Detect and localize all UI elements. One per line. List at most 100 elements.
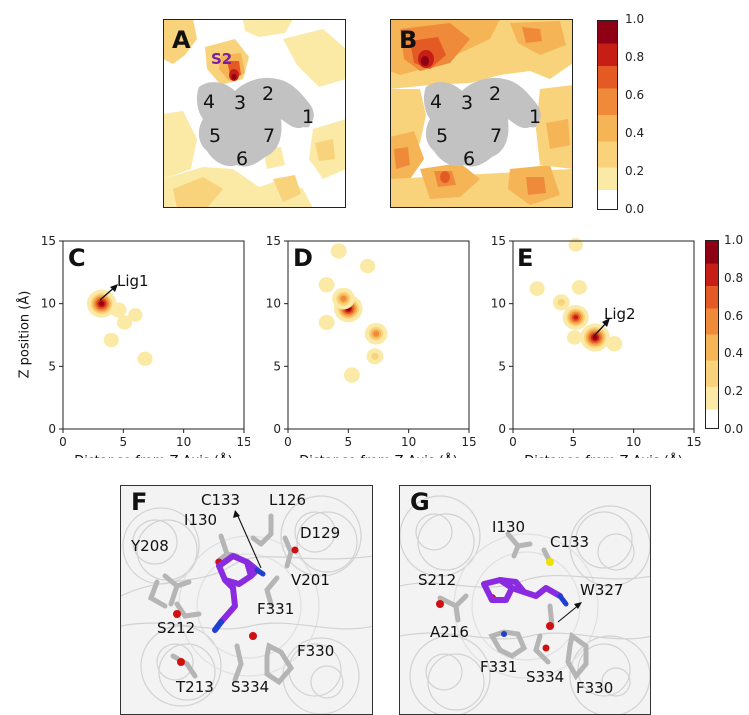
panel-b-density [390, 19, 573, 208]
panel-a-heatmap [163, 19, 346, 208]
residue-label-y208: Y208 [131, 537, 169, 555]
panel-b-heatmap [390, 19, 573, 208]
colorbar-top-tick: 1.0 [625, 12, 645, 26]
panel-c-y-tick-label: 5 [48, 359, 56, 373]
panel-c-plot-area [63, 241, 244, 429]
panel-e-y-tick-label: 10 [491, 297, 506, 311]
region-label-1: 1 [529, 106, 542, 128]
panel-f-structure [121, 495, 372, 714]
panel-label-c: C [68, 244, 86, 272]
residue-label-f330: F330 [297, 642, 335, 660]
panel-d-x-tick-label: 5 [345, 435, 353, 449]
panel-g-residue-sticks [437, 531, 589, 681]
colorbar-middle-tick: 1.0 [724, 233, 744, 247]
panel-e-contour-level [573, 315, 579, 320]
colorbar-top-tick: 0.4 [625, 126, 645, 140]
panel-label-d: D [293, 244, 313, 272]
panel-e-x-tick-label: 0 [509, 435, 517, 449]
panel-e-y-tick-label: 15 [491, 234, 506, 248]
region-label-5: 5 [436, 125, 449, 147]
colorbar-middle-tick: 0.0 [724, 422, 744, 436]
panel-c-contour-level [103, 332, 119, 348]
panel-e-plot: 051015051015Distance from Z Axis (Å) [491, 234, 702, 458]
panel-e-x-tick-label: 15 [686, 435, 701, 449]
lig2-arrow [593, 318, 610, 337]
region-label-6: 6 [463, 148, 476, 170]
colorbar-top [597, 20, 618, 210]
region-label-7: 7 [263, 125, 276, 147]
panel-a: A S2 4 3 2 1 5 7 6 [163, 19, 346, 208]
colorbar-top-tick: 0.6 [625, 88, 645, 102]
region-label-5: 5 [209, 125, 222, 147]
colorbar-middle-tick: 0.4 [724, 346, 744, 360]
colorbar-top-tick: 0.8 [625, 50, 645, 64]
panel-c-x-tick-label: 15 [236, 435, 250, 449]
panel-c-x-tick-label: 5 [120, 435, 128, 449]
lig1-annotation: Lig1 [117, 272, 149, 290]
panel-d-density-point [364, 322, 388, 345]
lig2-annotation: Lig2 [604, 305, 636, 323]
panel-e-density-point [606, 336, 623, 352]
panel-c-plot: 051015051015Distance from Z Axis (Å) [41, 234, 250, 458]
panel-c-y-tick-label: 0 [48, 422, 56, 436]
panel-a-regions [196, 77, 314, 167]
panel-d-x-axis-label: Distance from Z Axis (Å) [299, 453, 458, 458]
panel-label-g: G [410, 488, 430, 516]
panel-d-y-tick-label: 10 [266, 297, 281, 311]
panel-e-x-tick-label: 10 [626, 435, 641, 449]
panel-e-contour-level [606, 336, 623, 352]
residue-label-w327: W327 [580, 581, 624, 599]
panel-e-y-tick-label: 5 [498, 359, 506, 373]
residue-label-c133: C133 [550, 533, 590, 551]
panel-c-density-point [137, 351, 153, 367]
region-label-2: 2 [489, 83, 502, 105]
panel-b-regions [423, 77, 541, 167]
residue-label-t213: T213 [176, 678, 214, 696]
residue-label-d129: D129 [300, 524, 341, 542]
colorbar-middle-tick: 0.6 [724, 309, 744, 323]
region-label-3: 3 [234, 92, 247, 114]
panel-d-contour-level [340, 295, 347, 302]
panel-c-density-point [103, 332, 119, 348]
panel-label-a: A [172, 26, 191, 54]
panel-c-contour-level [128, 308, 143, 322]
residue-label-i130: I130 [184, 511, 218, 529]
panel-d-density-point [366, 348, 384, 365]
panel-d-density-point [318, 314, 335, 331]
panel-a-density [163, 19, 346, 208]
panel-c-density-point [116, 315, 133, 330]
panel-g: G I130 C133 S212 W327 A216 F331 S334 F33… [399, 485, 651, 715]
panel-d-density-point [330, 243, 347, 259]
residue-label-f331: F331 [480, 658, 518, 676]
residue-label-i130: I130 [492, 518, 526, 536]
panel-c-density-point [86, 289, 117, 318]
panel-c-y-tick-label: 15 [41, 234, 56, 248]
region-label-1: 1 [302, 106, 315, 128]
panel-e-axes-frame [512, 240, 695, 430]
region-label-7: 7 [490, 125, 503, 147]
panel-e-contour-level [566, 330, 583, 345]
panel-label-e: E [517, 244, 534, 272]
residue-label-v201: V201 [291, 571, 330, 589]
residue-label-s334: S334 [526, 668, 565, 686]
panel-e-x-axis-label: Distance from Z Axis (Å) [524, 453, 683, 458]
panel-c-contour-level [137, 351, 153, 367]
panel-c-x-tick-label: 10 [176, 435, 191, 449]
colorbar-middle-tick: 0.8 [724, 271, 744, 285]
panel-d-plot: 051015051015Distance from Z Axis (Å) [266, 234, 477, 458]
panel-c-density-point [128, 308, 143, 322]
residue-label-f331: F331 [257, 600, 295, 618]
panel-e-contour-level [557, 298, 565, 306]
panel-g-ligand [481, 577, 563, 603]
panel-d-contour-level [318, 314, 335, 331]
panel-d-contour-level [373, 330, 380, 337]
panel-c-contour-level [99, 301, 104, 306]
panel-label-f: F [131, 488, 148, 516]
panel-d-x-tick-label: 0 [284, 435, 292, 449]
panel-b-frame [390, 19, 573, 208]
residue-label-a216: A216 [430, 623, 469, 641]
s2-label: S2 [211, 50, 233, 68]
region-label-4: 4 [203, 91, 216, 113]
panel-label-b: B [399, 26, 418, 54]
panel-f-residue-sticks [147, 513, 295, 686]
